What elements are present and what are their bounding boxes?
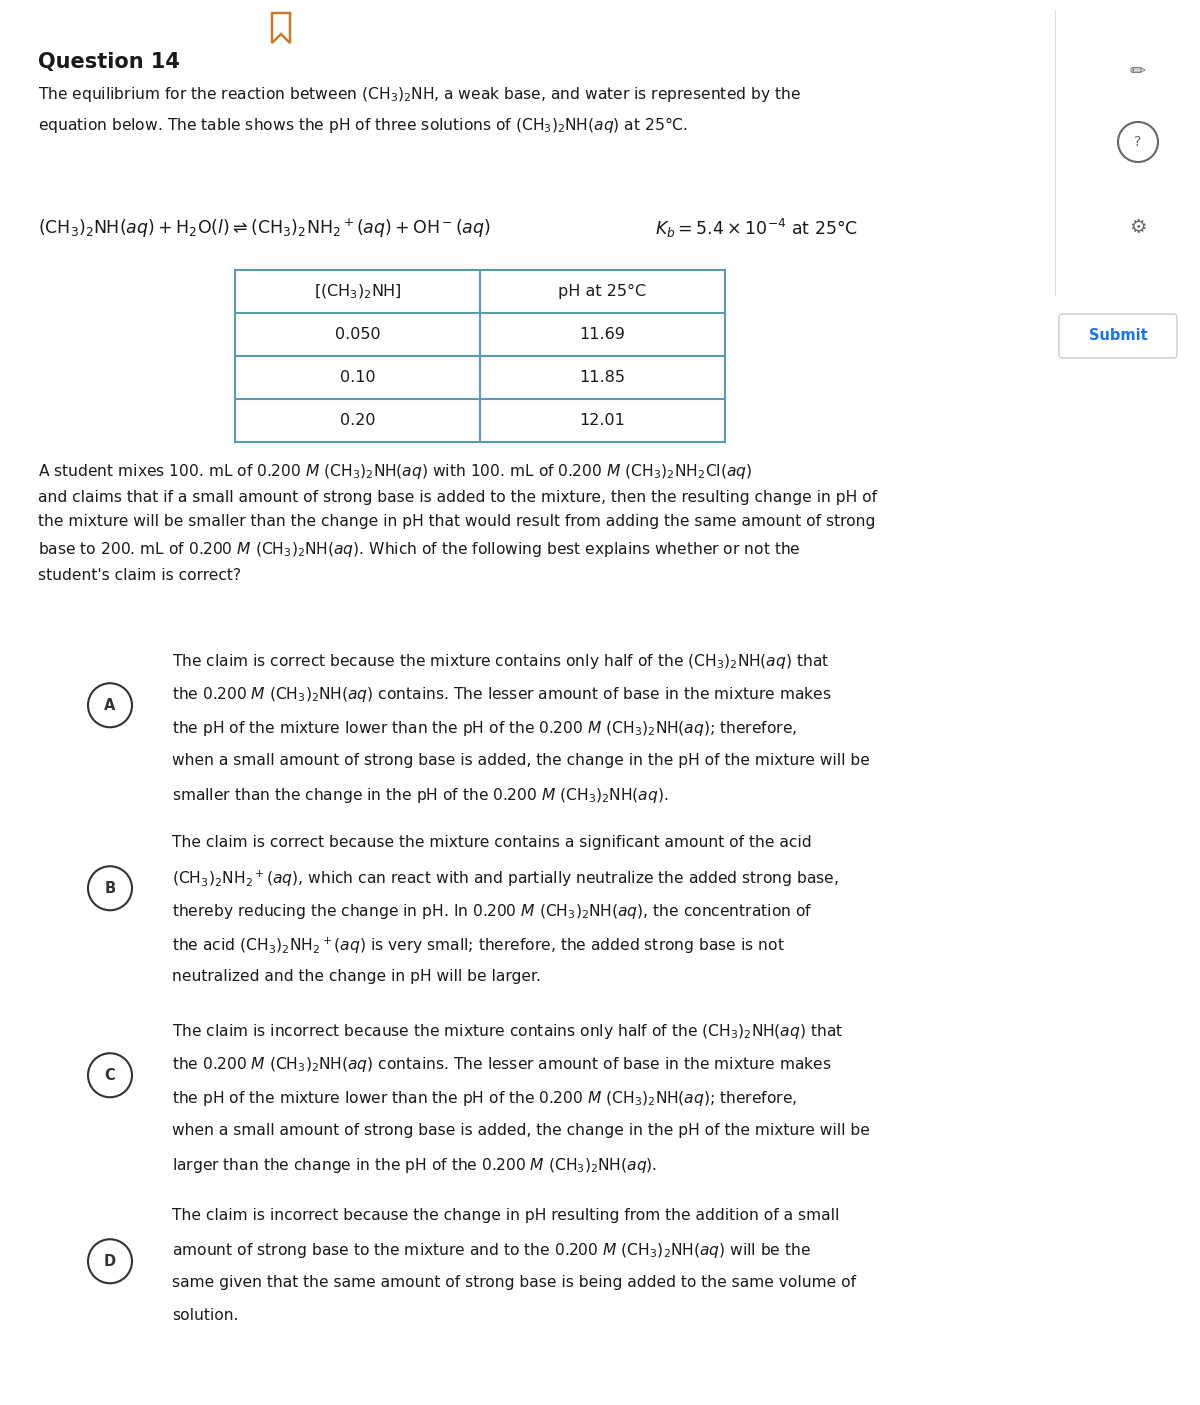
Text: The equilibrium for the reaction between $(\mathregular{CH_3})_2$NH, a weak base: The equilibrium for the reaction between… bbox=[38, 84, 800, 135]
Text: the acid $(\mathrm{CH_3})_2\mathrm{NH_2}^+(aq)$ is very small; therefore, the ad: the acid $(\mathrm{CH_3})_2\mathrm{NH_2}… bbox=[172, 936, 785, 955]
Text: the 0.200 $M$ $(\mathrm{CH_3})_2\mathrm{NH}(aq)$ contains. The lesser amount of : the 0.200 $M$ $(\mathrm{CH_3})_2\mathrm{… bbox=[172, 686, 832, 704]
Text: the 0.200 $M$ $(\mathrm{CH_3})_2\mathrm{NH}(aq)$ contains. The lesser amount of : the 0.200 $M$ $(\mathrm{CH_3})_2\mathrm{… bbox=[172, 1055, 832, 1075]
Text: 0.050: 0.050 bbox=[335, 327, 380, 341]
Text: same given that the same amount of strong base is being added to the same volume: same given that the same amount of stron… bbox=[172, 1274, 856, 1290]
Text: The claim is incorrect because the mixture contains only half of the $(\mathrm{C: The claim is incorrect because the mixtu… bbox=[172, 1021, 844, 1041]
Text: Submit: Submit bbox=[1088, 329, 1147, 343]
Text: $(\mathrm{CH_3})_2\mathrm{NH}(aq) + \mathrm{H_2O}(l) \rightleftharpoons (\mathrm: $(\mathrm{CH_3})_2\mathrm{NH}(aq) + \mat… bbox=[38, 216, 491, 240]
Text: A student mixes 100. mL of 0.200 $M$ $(\mathrm{CH_3})_2\mathrm{NH}(aq)$ with 100: A student mixes 100. mL of 0.200 $M$ $(\… bbox=[38, 462, 877, 583]
Text: 11.85: 11.85 bbox=[580, 370, 625, 385]
Text: $K_b = 5.4 \times 10^{-4}$ at 25°C: $K_b = 5.4 \times 10^{-4}$ at 25°C bbox=[655, 216, 858, 240]
Text: A: A bbox=[104, 698, 115, 712]
Text: thereby reducing the change in pH. In 0.200 $M$ $(\mathrm{CH_3})_2\mathrm{NH}(aq: thereby reducing the change in pH. In 0.… bbox=[172, 902, 812, 922]
Text: 11.69: 11.69 bbox=[580, 327, 625, 341]
Text: larger than the change in the pH of the 0.200 $M$ $(\mathrm{CH_3})_2\mathrm{NH}(: larger than the change in the pH of the … bbox=[172, 1156, 658, 1175]
Text: ⚙: ⚙ bbox=[1129, 218, 1147, 237]
Text: when a small amount of strong base is added, the change in the pH of the mixture: when a small amount of strong base is ad… bbox=[172, 1123, 870, 1138]
Text: 0.10: 0.10 bbox=[340, 370, 376, 385]
Text: Question 14: Question 14 bbox=[38, 52, 180, 72]
Text: ?: ? bbox=[1134, 135, 1141, 149]
Text: The claim is incorrect because the change in pH resulting from the addition of a: The claim is incorrect because the chang… bbox=[172, 1208, 839, 1222]
Text: smaller than the change in the pH of the 0.200 $M$ $(\mathrm{CH_3})_2\mathrm{NH}: smaller than the change in the pH of the… bbox=[172, 785, 668, 805]
Text: solution.: solution. bbox=[172, 1308, 239, 1324]
Text: 0.20: 0.20 bbox=[340, 413, 376, 429]
Text: $[(\mathrm{CH_3})_2\mathrm{NH}]$: $[(\mathrm{CH_3})_2\mathrm{NH}]$ bbox=[313, 282, 401, 301]
Text: the pH of the mixture lower than the pH of the 0.200 $M$ $(\mathrm{CH_3})_2\math: the pH of the mixture lower than the pH … bbox=[172, 1089, 797, 1109]
Text: when a small amount of strong base is added, the change in the pH of the mixture: when a small amount of strong base is ad… bbox=[172, 753, 870, 767]
Text: $(\mathrm{CH_3})_2\mathrm{NH_2}^+(aq)$, which can react with and partially neutr: $(\mathrm{CH_3})_2\mathrm{NH_2}^+(aq)$, … bbox=[172, 868, 839, 889]
Text: ✏: ✏ bbox=[1130, 62, 1146, 81]
FancyBboxPatch shape bbox=[1060, 313, 1177, 358]
Text: amount of strong base to the mixture and to the 0.200 $M$ $(\mathrm{CH_3})_2\mat: amount of strong base to the mixture and… bbox=[172, 1242, 811, 1260]
Text: The claim is correct because the mixture contains only half of the $(\mathrm{CH_: The claim is correct because the mixture… bbox=[172, 652, 829, 672]
Text: D: D bbox=[104, 1253, 116, 1269]
Text: neutralized and the change in pH will be larger.: neutralized and the change in pH will be… bbox=[172, 969, 541, 984]
Text: B: B bbox=[104, 881, 115, 896]
Text: pH at 25°C: pH at 25°C bbox=[558, 284, 647, 299]
Text: 12.01: 12.01 bbox=[580, 413, 625, 429]
Text: C: C bbox=[104, 1068, 115, 1083]
Text: The claim is correct because the mixture contains a significant amount of the ac: The claim is correct because the mixture… bbox=[172, 835, 811, 850]
Text: the pH of the mixture lower than the pH of the 0.200 $M$ $(\mathrm{CH_3})_2\math: the pH of the mixture lower than the pH … bbox=[172, 719, 797, 738]
